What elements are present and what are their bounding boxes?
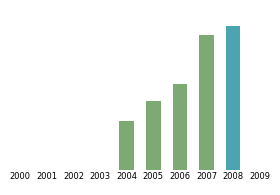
Bar <box>146 101 161 170</box>
Bar <box>199 35 214 170</box>
Bar <box>226 26 241 170</box>
Bar <box>172 84 187 170</box>
Bar <box>119 121 134 170</box>
